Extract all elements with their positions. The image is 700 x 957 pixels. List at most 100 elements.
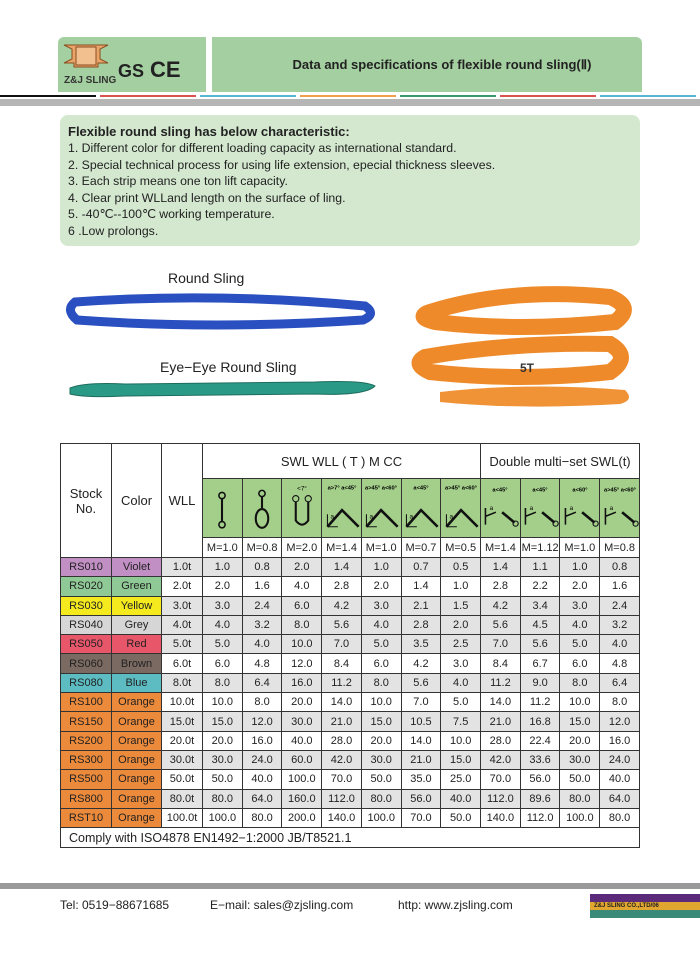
cell-value: 3.4 bbox=[519, 595, 561, 616]
cell-value: 16.8 bbox=[519, 711, 561, 732]
sling-config-icon: a<45° a bbox=[400, 478, 442, 538]
svg-text:a<45°: a<45° bbox=[493, 487, 509, 493]
cell-value: 11.2 bbox=[480, 672, 521, 694]
cell-value: 60.0 bbox=[281, 749, 323, 771]
cell-value: 4.0 bbox=[360, 614, 402, 636]
footer-website[interactable]: http: www.zjsling.com bbox=[398, 898, 513, 912]
cell-value: 9.0 bbox=[519, 672, 561, 694]
cell-value: 10.0 bbox=[559, 692, 601, 713]
cell-value: 30.0 bbox=[360, 749, 402, 771]
cell-value: 80.0 bbox=[360, 788, 402, 809]
orange-sling-image: 5T bbox=[411, 286, 632, 407]
cell-value: 10.0 bbox=[440, 730, 482, 751]
cell-value: 200.0 bbox=[281, 807, 323, 829]
cell-value: 4.2 bbox=[400, 653, 442, 674]
m-factor: M=0.8 bbox=[241, 537, 283, 558]
cell-stock: RS200 bbox=[60, 730, 112, 751]
sling-config-icon: a>7° a<45° a bbox=[321, 478, 362, 538]
cell-value: 12.0 bbox=[599, 711, 640, 732]
m-factor: M=1.0 bbox=[559, 537, 601, 558]
svg-text:a: a bbox=[449, 513, 453, 520]
cell-color: Violet bbox=[111, 556, 162, 578]
cell-value: 2.1 bbox=[400, 595, 442, 616]
svg-text:a>45° a<60°: a>45° a<60° bbox=[604, 487, 637, 493]
cell-value: 10.5 bbox=[400, 711, 442, 732]
cell-value: 40.0 bbox=[281, 730, 323, 751]
cell-color: Orange bbox=[111, 788, 162, 809]
cell-wll: 8.0t bbox=[161, 672, 203, 694]
cell-value: 14.0 bbox=[480, 692, 521, 713]
cell-value: 4.0 bbox=[440, 672, 482, 694]
m-factor: M=1.4 bbox=[480, 537, 521, 558]
cell-value: 56.0 bbox=[519, 769, 561, 790]
cell-color: Yellow bbox=[111, 595, 162, 616]
cell-value: 8.0 bbox=[202, 672, 243, 694]
table-row: RS040 Grey 4.0t 4.0 3.2 8.0 5.6 4.0 2.8 2.0 5.6 4.5… bbox=[60, 614, 640, 636]
cell-wll: 15.0t bbox=[161, 711, 203, 732]
cell-value: 112.0 bbox=[480, 788, 521, 809]
cell-value: 6.0 bbox=[559, 653, 601, 674]
cell-value: 30.0 bbox=[559, 749, 601, 771]
page-title-text: Data and specifications of flexible roun… bbox=[292, 56, 592, 72]
cell-value: 30.0 bbox=[202, 749, 243, 771]
svg-text:a<60°: a<60° bbox=[572, 487, 588, 493]
cell-wll: 30.0t bbox=[161, 749, 203, 771]
orange-sling-label: 5T bbox=[520, 361, 535, 375]
cell-wll: 1.0t bbox=[161, 556, 203, 578]
cell-value: 4.0 bbox=[202, 614, 243, 636]
svg-text:a: a bbox=[530, 505, 534, 512]
cell-value: 5.0 bbox=[360, 634, 402, 655]
cell-value: 5.6 bbox=[321, 614, 362, 636]
cell-color: Grey bbox=[111, 614, 162, 636]
cell-color: Orange bbox=[111, 711, 162, 732]
page-title: Data and specifications of flexible roun… bbox=[212, 37, 642, 92]
cell-color: Orange bbox=[111, 807, 162, 829]
cell-wll: 50.0t bbox=[161, 769, 203, 790]
cell-value: 1.0 bbox=[440, 576, 482, 597]
cell-value: 33.6 bbox=[519, 749, 561, 771]
cell-value: 21.0 bbox=[400, 749, 442, 771]
cell-value: 2.0 bbox=[440, 614, 482, 636]
cell-value: 3.2 bbox=[599, 614, 640, 636]
color-stripes bbox=[0, 95, 700, 99]
cell-stock: RS040 bbox=[60, 614, 112, 636]
cell-value: 8.0 bbox=[360, 672, 402, 694]
cell-value: 30.0 bbox=[281, 711, 323, 732]
cell-value: 4.2 bbox=[480, 595, 521, 616]
table-row: RS300 Orange 30.0t 30.0 24.0 60.0 42.0 30.0 21.0… bbox=[60, 749, 640, 771]
cell-wll: 10.0t bbox=[161, 692, 203, 713]
cell-value: 100.0 bbox=[202, 807, 243, 829]
cell-value: 80.0 bbox=[559, 788, 601, 809]
cell-value: 50.0 bbox=[440, 807, 482, 829]
cell-value: 1.0 bbox=[360, 556, 402, 578]
cell-value: 4.0 bbox=[241, 634, 283, 655]
cell-value: 80.0 bbox=[241, 807, 283, 829]
cell-value: 64.0 bbox=[599, 788, 640, 809]
footer-email[interactable]: E−mail: sales@zjsling.com bbox=[210, 898, 354, 912]
sling-config-icon: a>45° a<60° a bbox=[360, 478, 402, 538]
svg-text:a: a bbox=[330, 513, 334, 520]
cell-value: 1.4 bbox=[321, 556, 362, 578]
comply-note: Comply with ISO4878 EN1492−1:2000 JB/T85… bbox=[60, 827, 640, 849]
cell-value: 21.0 bbox=[321, 711, 362, 732]
cell-value: 0.5 bbox=[440, 556, 482, 578]
cell-value: 3.5 bbox=[400, 634, 442, 655]
cell-wll: 80.0t bbox=[161, 788, 203, 809]
cell-value: 24.0 bbox=[241, 749, 283, 771]
cell-value: 50.0 bbox=[559, 769, 601, 790]
cell-value: 10.0 bbox=[281, 634, 323, 655]
cell-value: 28.0 bbox=[480, 730, 521, 751]
cell-value: 14.0 bbox=[321, 692, 362, 713]
characteristics-box: Flexible round sling has below character… bbox=[60, 115, 640, 246]
cell-value: 3.0 bbox=[440, 653, 482, 674]
spec-table: Stock No. Color WLL SWL WLL ( T ) M CC D… bbox=[60, 443, 640, 849]
m-factor: M=0.8 bbox=[599, 537, 640, 558]
cell-value: 0.8 bbox=[599, 556, 640, 578]
cell-value: 89.6 bbox=[519, 788, 561, 809]
cell-wll: 100.0t bbox=[161, 807, 203, 829]
cell-value: 2.8 bbox=[400, 614, 442, 636]
gs-mark: GS bbox=[118, 61, 144, 81]
cell-color: Blue bbox=[111, 672, 162, 694]
cell-wll: 4.0t bbox=[161, 614, 203, 636]
cell-value: 7.0 bbox=[321, 634, 362, 655]
